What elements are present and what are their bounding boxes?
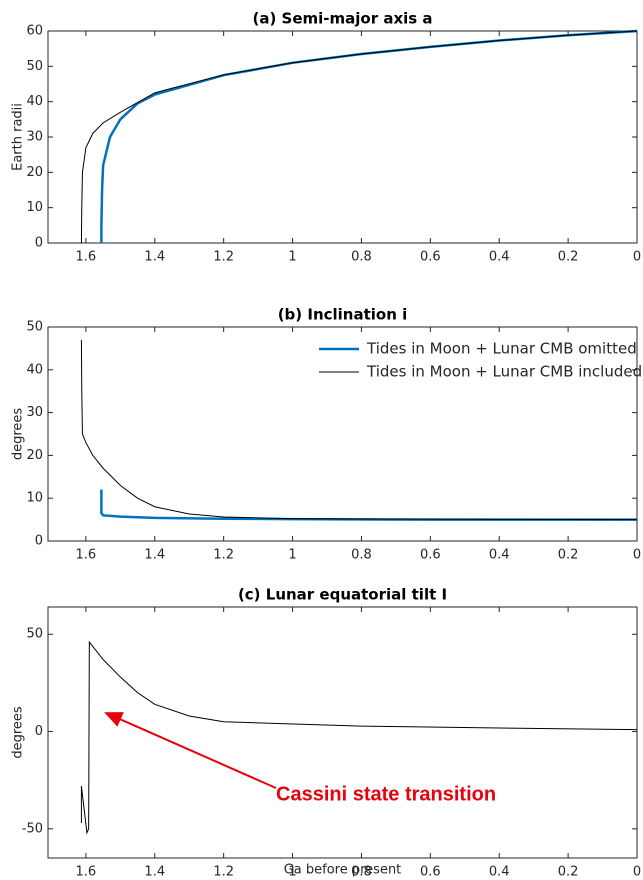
y-tick-label: 40 — [26, 94, 43, 109]
x-tick-label: 1.2 — [213, 865, 234, 880]
x-tick-label: 1.6 — [76, 250, 97, 265]
data-line — [80, 640, 638, 835]
x-tick-label: 1 — [288, 548, 296, 563]
x-tick-label: 0.4 — [489, 865, 510, 880]
annotation-arrow — [104, 712, 277, 789]
annotation: Cassini state transition — [276, 783, 496, 805]
x-tick-label: 1 — [288, 865, 296, 880]
y-axis-label: Earth radii — [11, 103, 26, 171]
x-tick-label: 0 — [633, 865, 641, 880]
y-tick-label: 60 — [26, 24, 43, 39]
legend-label: Tides in Moon + Lunar CMB included — [366, 363, 642, 381]
x-tick-label: 0 — [633, 250, 641, 265]
x-tick-label: 0.2 — [558, 548, 579, 563]
x-tick-label: 1.2 — [213, 548, 234, 563]
y-tick-label: 20 — [26, 448, 43, 463]
x-tick-label: 1.4 — [144, 250, 165, 265]
x-tick-label: 0.2 — [558, 250, 579, 265]
y-tick-label: 0 — [35, 724, 43, 739]
panel-title: (c) Lunar equatorial tilt I — [238, 586, 447, 604]
x-tick-label: 1.6 — [76, 865, 97, 880]
x-axis-label: Ga before present — [284, 863, 402, 878]
data-line — [100, 489, 637, 521]
plot-frame — [47, 606, 638, 859]
x-tick-label: 0.4 — [489, 548, 510, 563]
data-line — [80, 339, 638, 521]
y-tick-label: 30 — [26, 405, 43, 420]
y-tick-label: -50 — [22, 821, 43, 836]
x-tick-label: 0.8 — [351, 548, 372, 563]
x-tick-label: 0.2 — [558, 865, 579, 880]
x-tick-label: 1.4 — [144, 865, 165, 880]
x-tick-label: 0.6 — [420, 548, 441, 563]
x-tick-label: 0.8 — [351, 250, 372, 265]
panel-title: (b) Inclination i — [278, 306, 408, 324]
y-tick-label: 10 — [26, 200, 43, 215]
x-tick-label: 0.4 — [489, 250, 510, 265]
data-line — [80, 30, 638, 244]
plot-frame — [47, 326, 638, 542]
y-tick-label: 50 — [26, 627, 43, 642]
x-tick-label: 1.2 — [213, 250, 234, 265]
panel-title: (a) Semi-major axis a — [252, 10, 432, 28]
x-tick-label: 0.6 — [420, 865, 441, 880]
x-tick-label: 0.6 — [420, 250, 441, 265]
y-tick-label: 50 — [26, 59, 43, 74]
data-line — [100, 29, 638, 243]
y-tick-label: 10 — [26, 491, 43, 506]
y-tick-label: 40 — [26, 362, 43, 377]
y-tick-label: 50 — [26, 320, 43, 335]
y-tick-label: 0 — [35, 236, 43, 251]
y-axis-label: degrees — [11, 408, 26, 461]
y-tick-label: 20 — [26, 165, 43, 180]
x-tick-label: 1.4 — [144, 548, 165, 563]
x-tick-label: 1 — [288, 250, 296, 265]
y-tick-label: 0 — [35, 534, 43, 549]
legend-label: Tides in Moon + Lunar CMB omitted — [366, 340, 637, 358]
x-tick-label: 0.8 — [351, 865, 372, 880]
legend-box — [312, 332, 632, 390]
plot-frame — [47, 30, 638, 244]
y-tick-label: 30 — [26, 130, 43, 145]
x-tick-label: 0 — [633, 548, 641, 563]
x-tick-label: 1.6 — [76, 548, 97, 563]
y-axis-label: degrees — [11, 706, 26, 759]
